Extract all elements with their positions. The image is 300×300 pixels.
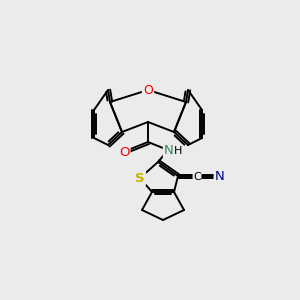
Text: N: N — [215, 169, 225, 182]
Text: O: O — [143, 83, 153, 97]
Text: O: O — [119, 146, 129, 158]
Text: H: H — [174, 146, 182, 156]
Text: C: C — [193, 172, 201, 182]
Text: S: S — [135, 172, 145, 184]
Text: N: N — [164, 143, 174, 157]
